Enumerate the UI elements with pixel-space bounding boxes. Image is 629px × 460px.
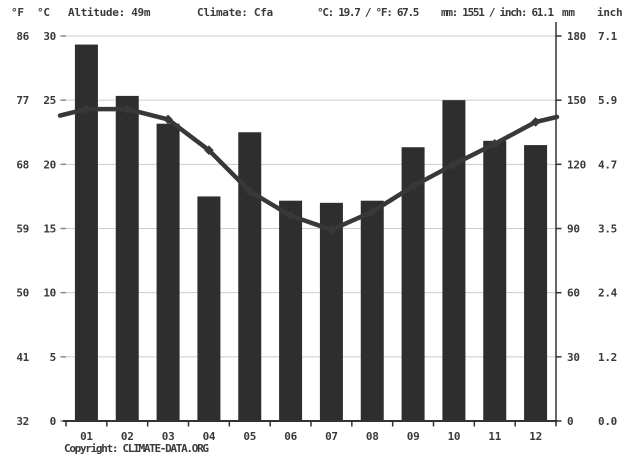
header-temp-summary: °C: 19.7 / °F: 67.5 bbox=[317, 6, 419, 19]
axis-label-celsius: 10 bbox=[43, 287, 56, 300]
temperature-marker-07 bbox=[326, 224, 337, 235]
axis-label-mm: 90 bbox=[567, 223, 580, 236]
temperature-marker-03 bbox=[163, 114, 173, 125]
axis-label-mm: 150 bbox=[567, 94, 586, 107]
axis-label-inch: 3.5 bbox=[598, 223, 617, 236]
precipitation-bar-10 bbox=[442, 100, 466, 423]
precipitation-bar-09 bbox=[401, 147, 425, 422]
precipitation-bar-07 bbox=[319, 202, 343, 422]
precipitation-bar-12 bbox=[524, 145, 548, 423]
temperature-marker-12 bbox=[530, 117, 541, 127]
axis-label-fahrenheit: 50 bbox=[16, 287, 29, 300]
axis-label-inch: 1.2 bbox=[598, 351, 617, 364]
axis-label-mm: 120 bbox=[567, 158, 586, 171]
axis-label-inch: 4.7 bbox=[598, 158, 617, 171]
axis-label-inch: 0.0 bbox=[598, 415, 617, 428]
precipitation-bar-01 bbox=[74, 44, 98, 423]
temperature-line bbox=[57, 106, 560, 233]
axis-label-celsius: 25 bbox=[43, 94, 56, 107]
axis-label-celsius: 20 bbox=[43, 158, 56, 171]
month-label: 06 bbox=[284, 430, 297, 443]
axis-label-inch: 2.4 bbox=[598, 287, 618, 300]
axis-label-fahrenheit: 32 bbox=[16, 415, 29, 428]
precipitation-bar-11 bbox=[483, 140, 507, 423]
axis-label-celsius: 15 bbox=[43, 223, 56, 236]
month-label: 07 bbox=[325, 430, 338, 443]
month-label: 04 bbox=[203, 430, 216, 443]
precipitation-bar-05 bbox=[238, 132, 262, 422]
axis-label-mm: 180 bbox=[567, 30, 586, 43]
month-label: 11 bbox=[488, 430, 501, 443]
axis-label-mm: 30 bbox=[567, 351, 580, 364]
axis-label-inch: 5.9 bbox=[598, 94, 617, 107]
axis-label-mm: 60 bbox=[567, 287, 580, 300]
axis-label-fahrenheit: 68 bbox=[16, 158, 29, 171]
header-unit-inch-label: inch bbox=[597, 6, 623, 19]
month-label: 05 bbox=[243, 430, 256, 443]
temperature-marker-11 bbox=[489, 138, 500, 149]
header-precip-summary: mm: 1551 / inch: 61.1 bbox=[441, 6, 554, 19]
month-label: 02 bbox=[121, 430, 134, 443]
month-label: 03 bbox=[162, 430, 175, 443]
temperature-marker-09 bbox=[408, 181, 418, 191]
month-label: 10 bbox=[448, 430, 461, 443]
precipitation-bar-06 bbox=[279, 200, 303, 422]
month-label: 01 bbox=[80, 430, 93, 443]
axis-label-fahrenheit: 41 bbox=[16, 351, 29, 364]
header-unit-f-label: °F bbox=[11, 6, 24, 19]
copyright-text: Copyright: CLIMATE-DATA.ORG bbox=[64, 442, 209, 455]
axis-label-celsius: 5 bbox=[50, 351, 56, 364]
temperature-marker-01 bbox=[81, 104, 92, 114]
header-altitude-label: Altitude: 49m bbox=[68, 6, 151, 19]
axis-label-fahrenheit: 77 bbox=[16, 94, 29, 107]
month-label: 09 bbox=[407, 430, 420, 443]
precipitation-bar-08 bbox=[360, 200, 384, 422]
axis-label-fahrenheit: 86 bbox=[16, 30, 29, 43]
axis-label-inch: 7.1 bbox=[598, 30, 618, 43]
precipitation-bar-02 bbox=[115, 95, 139, 422]
header-unit-mm-label: mm bbox=[562, 6, 575, 19]
precipitation-bar-04 bbox=[197, 196, 221, 422]
temperature-marker-05 bbox=[244, 186, 255, 197]
month-label: 12 bbox=[529, 430, 542, 443]
temperature-marker-06 bbox=[285, 210, 296, 221]
header-unit-c-label: °C bbox=[37, 6, 50, 19]
temperature-marker-02 bbox=[122, 104, 133, 114]
month-label: 08 bbox=[366, 430, 379, 443]
axis-label-celsius: 0 bbox=[50, 415, 56, 428]
axis-label-celsius: 30 bbox=[43, 30, 56, 43]
precipitation-bar-03 bbox=[156, 123, 180, 422]
header-climate-label: Climate: Cfa bbox=[197, 6, 273, 19]
axis-label-fahrenheit: 59 bbox=[16, 223, 29, 236]
axis-label-mm: 0 bbox=[567, 415, 573, 428]
temperature-marker-04 bbox=[204, 145, 214, 156]
